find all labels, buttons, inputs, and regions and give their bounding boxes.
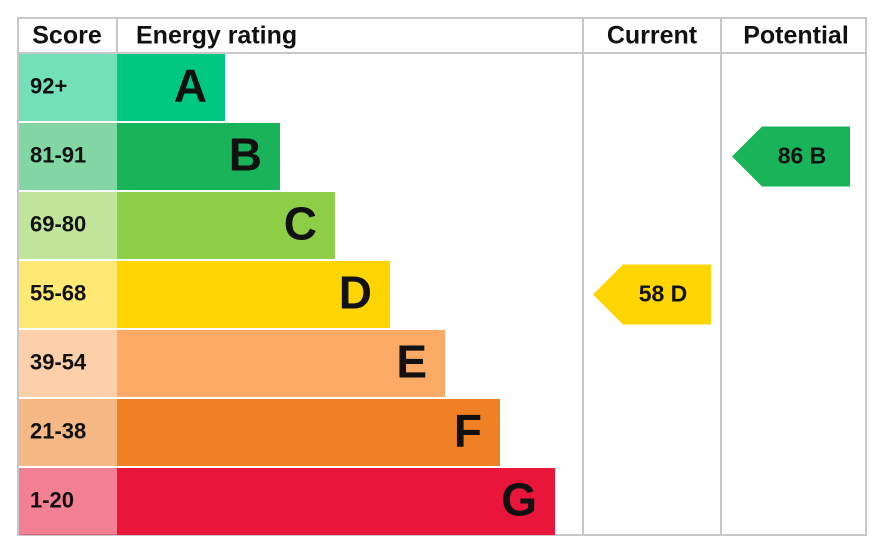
band-score: 55-68 <box>30 280 86 305</box>
score-cell <box>19 123 117 190</box>
band-score: 21-38 <box>30 418 86 443</box>
band-letter: E <box>396 336 427 388</box>
rating-bar <box>117 330 445 397</box>
band-letter: B <box>229 129 262 181</box>
rating-bar <box>117 399 500 466</box>
score-cell <box>19 330 117 397</box>
current-label: 58 D <box>639 281 688 307</box>
score-cell <box>19 192 117 259</box>
current-arrow <box>593 264 711 325</box>
rating-bar <box>117 261 390 328</box>
band-letter: A <box>174 60 207 112</box>
rating-bar <box>117 54 225 121</box>
score-cell <box>19 54 117 121</box>
band-letter: F <box>454 405 482 457</box>
band-score: 39-54 <box>30 349 87 374</box>
score-cell <box>19 399 117 466</box>
header-potential: Potential <box>743 22 849 50</box>
rating-bar <box>117 123 280 190</box>
potential-arrow <box>732 126 850 187</box>
band-score: 81-91 <box>30 142 86 167</box>
rating-bar <box>117 468 555 535</box>
header-current: Current <box>607 22 698 50</box>
header-score: Score <box>32 22 102 50</box>
band-score: 69-80 <box>30 211 86 236</box>
potential-label: 86 B <box>778 143 827 169</box>
score-cell <box>19 468 117 535</box>
header-energy-rating: Energy rating <box>136 22 297 50</box>
band-letter: C <box>284 198 317 250</box>
rating-bar <box>117 192 335 259</box>
score-cell <box>19 261 117 328</box>
band-letter: D <box>339 267 372 319</box>
band-letter: G <box>501 474 537 526</box>
band-score: 1-20 <box>30 487 74 512</box>
band-score: 92+ <box>30 73 67 98</box>
